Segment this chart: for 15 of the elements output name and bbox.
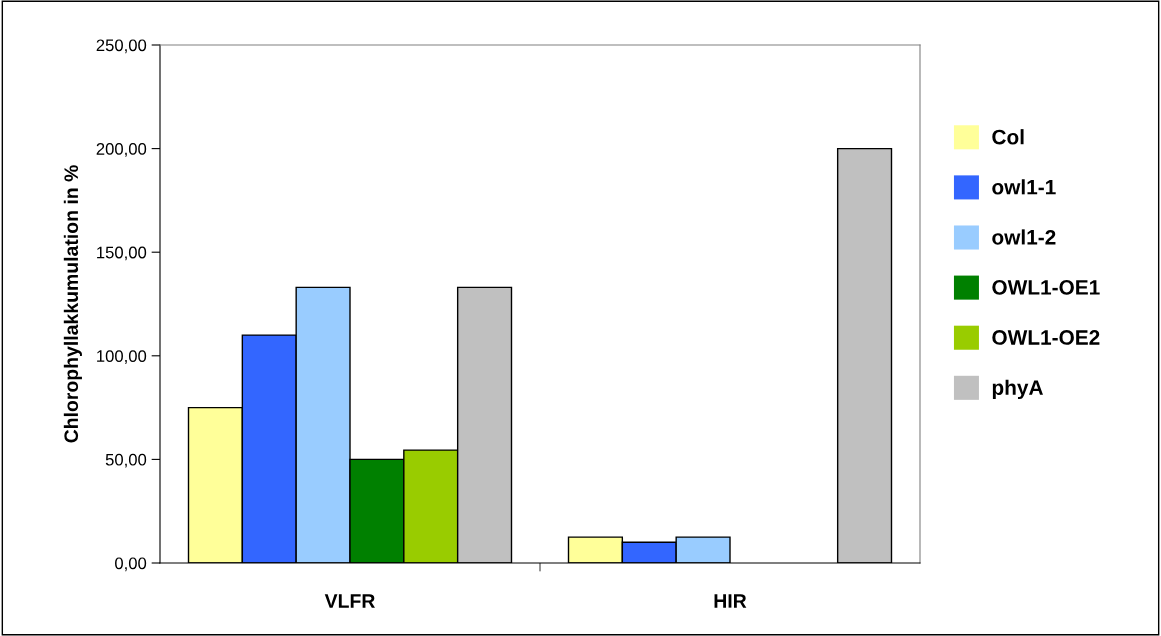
y-tick-label: 100,00: [97, 350, 147, 364]
y-tick-label: 0,00: [115, 557, 147, 572]
x-tick-label: VLFR: [324, 594, 375, 608]
y-tick-label: 250,00: [96, 39, 147, 54]
y-axis-title: Chlorophyllakkumulation in %: [63, 165, 82, 443]
legend-label: owl1-1: [992, 179, 1056, 195]
legend-label: phyA: [992, 379, 1043, 400]
y-tick-label: 200,00: [96, 143, 147, 157]
x-tick-label: HIR: [714, 594, 747, 608]
legend-label: OWL1-OE1: [992, 279, 1100, 295]
legend-label: Col: [992, 129, 1024, 145]
legend-label: owl1-2: [992, 229, 1056, 245]
y-tick-label: 150,00: [97, 246, 147, 261]
y-tick-label: 50,00: [105, 453, 147, 468]
legend-label: OWL1-OE2: [992, 330, 1100, 345]
